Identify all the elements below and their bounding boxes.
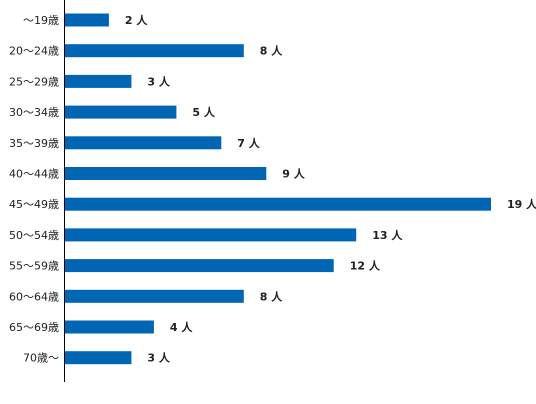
- bar-4: [64, 136, 222, 150]
- value-labels: 2 人 8 人 3 人 5 人 7 人 9 人 19 人 13 人 12 人 8 人 4 人 3 人: [125, 13, 536, 365]
- bar-5: [64, 167, 267, 180]
- bar-2: [64, 74, 132, 88]
- category-label-0: ～19歳: [23, 14, 59, 27]
- value-label-10: 4 人: [170, 320, 193, 334]
- category-label-7: 50～54歳: [9, 229, 59, 242]
- value-label-1: 8 人: [260, 44, 283, 58]
- bar-1: [64, 44, 244, 58]
- value-label-11: 3 人: [147, 351, 170, 365]
- bar-9: [64, 289, 244, 303]
- category-label-10: 65～69歳: [9, 321, 59, 334]
- category-label-5: 40～44歳: [9, 168, 59, 181]
- category-label-3: 30～34歳: [9, 106, 59, 119]
- bar-7: [64, 228, 357, 242]
- category-label-6: 45～49歳: [9, 198, 59, 211]
- bar-6: [64, 197, 491, 211]
- bar-10: [64, 320, 154, 334]
- value-label-3: 5 人: [192, 105, 215, 119]
- value-label-9: 8 人: [260, 289, 283, 303]
- bars-group: [64, 13, 491, 365]
- value-label-0: 2 人: [125, 13, 148, 27]
- bar-11: [64, 351, 132, 365]
- category-label-1: 20～24歳: [9, 45, 59, 58]
- category-label-4: 35～39歳: [9, 137, 59, 150]
- bar-3: [64, 105, 177, 119]
- category-label-2: 25～29歳: [9, 75, 59, 88]
- value-label-5: 9 人: [282, 167, 305, 181]
- category-label-8: 55～59歳: [9, 260, 59, 273]
- category-label-11: 70歳～: [23, 352, 59, 365]
- bar-0: [64, 13, 109, 27]
- category-labels: ～19歳 20～24歳 25～29歳 30～34歳 35～39歳 40～44歳 45～49歳…: [9, 14, 59, 365]
- value-label-2: 3 人: [147, 74, 170, 88]
- value-label-8: 12 人: [350, 259, 381, 273]
- value-label-7: 13 人: [372, 228, 403, 242]
- bar-8: [64, 259, 334, 273]
- value-label-4: 7 人: [237, 136, 260, 150]
- category-label-9: 60～64歳: [9, 290, 59, 303]
- value-label-6: 19 人: [507, 197, 536, 211]
